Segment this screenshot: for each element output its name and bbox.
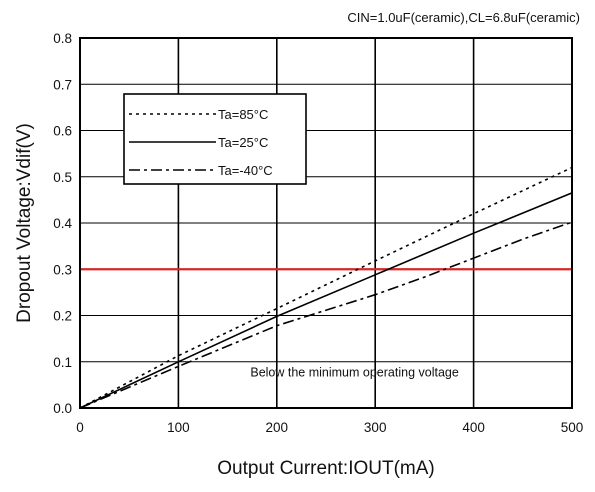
y-tick-label: 0.6	[53, 124, 72, 139]
series-line-0	[79, 166, 573, 409]
y-tick-label: 0.2	[53, 309, 72, 324]
x-tick-label: 100	[167, 420, 190, 435]
legend-label-1: Ta=25°C	[218, 135, 268, 150]
y-tick-label: 0.5	[53, 170, 72, 185]
legend: Ta=85°C Ta=25°C Ta=-40°C	[123, 93, 307, 185]
y-tick-label: 0.3	[53, 262, 72, 277]
series-line-2	[79, 221, 573, 409]
chart-subtitle: CIN=1.0uF(ceramic),CL=6.8uF(ceramic)	[347, 10, 580, 25]
y-axis-label: Dropout Voltage:Vdif(V)	[14, 123, 35, 323]
x-tick-label: 300	[364, 420, 387, 435]
legend-box	[123, 93, 307, 185]
x-tick-label: 0	[76, 420, 84, 435]
y-tick-label: 0.0	[53, 401, 72, 416]
tick-labels: 0 100 200 300 400 500 0.0 0.1 0.2 0.3 0.4 0.5 0.6 0.7…	[53, 31, 583, 435]
plot-frame	[79, 37, 573, 409]
y-tick-label: 0.7	[53, 77, 72, 92]
y-tick-label: 0.8	[53, 31, 72, 46]
legend-label-2: Ta=-40°C	[218, 163, 273, 178]
x-tick-label: 500	[561, 420, 584, 435]
series-group	[79, 166, 573, 409]
legend-label-0: Ta=85°C	[218, 107, 268, 122]
annotation-label: Below the minimum operating voltage	[250, 365, 458, 379]
x-tick-label: 400	[462, 420, 485, 435]
y-tick-label: 0.1	[53, 355, 72, 370]
series-line-1	[79, 192, 573, 409]
x-axis-label: Output Current:IOUT(mA)	[217, 458, 435, 479]
x-tick-label: 200	[266, 420, 289, 435]
y-tick-label: 0.4	[53, 216, 72, 231]
